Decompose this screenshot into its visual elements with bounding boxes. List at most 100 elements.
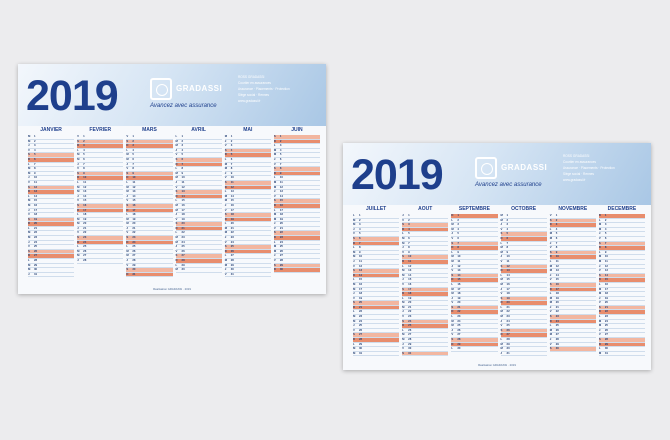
- weekday-letter: D: [451, 309, 454, 314]
- saint-name: [287, 264, 320, 268]
- day-number: 1: [279, 134, 282, 138]
- day-row: S 21: [598, 305, 646, 311]
- weekday-letter: V: [126, 166, 129, 171]
- saint-name: [90, 236, 123, 240]
- weekday-letter: S: [500, 263, 503, 268]
- weekday-letter: V: [598, 332, 601, 337]
- weekday-letter: V: [77, 198, 80, 203]
- saint-name: [287, 163, 320, 167]
- weekday-letter: M: [549, 300, 553, 305]
- day-row: M 26: [77, 249, 124, 255]
- day-row: L 17: [273, 208, 321, 214]
- day-row: D 11: [402, 259, 449, 265]
- day-number: 25: [132, 244, 136, 249]
- day-number: 12: [34, 184, 38, 189]
- day-number: 6: [83, 156, 85, 161]
- saint-name: [464, 278, 497, 282]
- weekday-letter: D: [353, 240, 356, 245]
- saint-name: [90, 222, 123, 226]
- day-number: 3: [279, 143, 282, 148]
- day-row: M 26: [273, 249, 321, 255]
- weekday-letter: S: [402, 286, 405, 291]
- saint-name: [139, 231, 172, 235]
- saint-name: [90, 250, 123, 254]
- day-number: 1: [457, 213, 459, 217]
- weekday-letter: M: [126, 184, 129, 189]
- saint-name: [238, 227, 271, 231]
- day-number: 25: [506, 323, 510, 328]
- weekday-letter: L: [451, 314, 454, 319]
- day-number: 4: [359, 226, 361, 231]
- day-row: M 22: [28, 231, 75, 237]
- saint-name: [464, 246, 497, 250]
- weekday-letter: J: [598, 263, 601, 268]
- day-number: 10: [83, 175, 87, 180]
- weekday-letter: D: [77, 207, 80, 212]
- day-number: 13: [230, 189, 234, 194]
- day-number: 31: [408, 350, 412, 355]
- day-row: V 22: [126, 231, 173, 237]
- weekday-letter: M: [77, 156, 80, 161]
- saint-name: [287, 231, 320, 235]
- saint-name: [366, 283, 399, 287]
- weekday-letter: M: [451, 222, 454, 227]
- saint-name: [464, 324, 497, 328]
- day-row: M 12: [549, 264, 596, 270]
- saint-name: [514, 324, 547, 328]
- saint-name: [41, 218, 74, 222]
- day-row: J 22: [402, 310, 449, 316]
- weekday-letter: M: [224, 198, 228, 203]
- weekday-letter: S: [28, 152, 30, 157]
- saint-name: [366, 329, 399, 333]
- saint-name: [90, 259, 123, 263]
- day-row: M 25: [598, 324, 646, 329]
- saint-name: [189, 236, 222, 240]
- saint-name: [612, 352, 645, 356]
- saint-name: [90, 144, 123, 148]
- day-number: 5: [279, 152, 282, 157]
- weekday-letter: S: [598, 272, 601, 277]
- day-number: 1: [83, 134, 85, 138]
- day-number: 31: [506, 350, 510, 355]
- day-number: 6: [408, 235, 410, 240]
- contact-line: ROSS GRADASSI: [563, 154, 590, 158]
- day-number: 14: [457, 272, 461, 277]
- day-row: J 19: [598, 296, 646, 302]
- saint-name: [139, 140, 172, 144]
- day-number: 28: [555, 337, 559, 342]
- weekday-letter: M: [224, 225, 228, 230]
- weekday-letter: L: [175, 262, 178, 267]
- saint-name: [366, 246, 399, 250]
- saint-name: [366, 269, 399, 273]
- weekday-letter: M: [28, 235, 31, 240]
- day-number: 12: [604, 263, 608, 268]
- year-title: 2019: [26, 72, 119, 120]
- day-number: 30: [181, 267, 185, 272]
- day-number: 20: [34, 221, 38, 226]
- day-number: 18: [457, 291, 461, 296]
- day-number: 5: [83, 152, 85, 157]
- weekday-letter: L: [402, 263, 404, 268]
- saint-name: [189, 268, 222, 272]
- day-number: 18: [34, 212, 38, 217]
- day-row: J 28: [126, 258, 173, 264]
- day-number: 11: [230, 179, 234, 184]
- weekday-letter: J: [224, 138, 227, 143]
- day-number: 9: [34, 170, 36, 175]
- day-number: 1: [181, 134, 184, 138]
- day-number: 26: [230, 248, 234, 253]
- day-row: S 19: [28, 217, 75, 223]
- weekday-letter: S: [451, 240, 454, 245]
- weekday-letter: M: [598, 226, 602, 231]
- day-number: 28: [83, 258, 87, 263]
- saint-name: [90, 158, 123, 162]
- weekday-letter: M: [402, 240, 405, 245]
- day-number: 5: [408, 231, 410, 236]
- day-row: L 10: [273, 176, 321, 181]
- saint-name: [90, 149, 123, 153]
